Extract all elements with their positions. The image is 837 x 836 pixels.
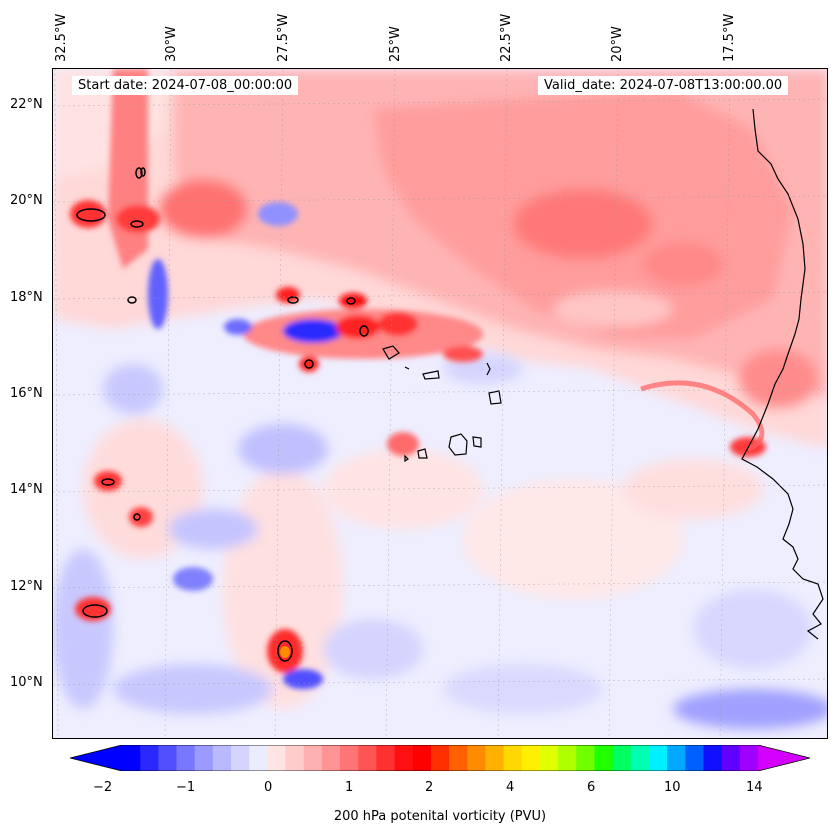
- colorbar-cell: [630, 745, 650, 771]
- colorbar-cell: [467, 745, 486, 771]
- colorbar-cell: [212, 745, 232, 771]
- colorbar-cell: [521, 745, 541, 771]
- colorbar-cell: [721, 745, 741, 771]
- colorbar-cell: [303, 745, 323, 771]
- colorbar-cell: [576, 745, 595, 771]
- colorbar-cell: [231, 745, 250, 771]
- colorbar-cell: [430, 745, 450, 771]
- graticule: [53, 69, 827, 738]
- colorbar-cell: [358, 745, 377, 771]
- colorbar-max-arrow: [758, 745, 810, 771]
- colorbar-cell: [612, 745, 632, 771]
- colorbar-tick: 0: [264, 780, 273, 795]
- colorbar-cell: [703, 745, 723, 771]
- pv-max-feature: [280, 646, 290, 658]
- coastline: [382, 108, 824, 640]
- colorbar-cell: [412, 745, 432, 771]
- pv-contour-lines: [76, 167, 369, 662]
- colorbar-tick: 1: [345, 780, 354, 795]
- colorbar-cell: [122, 745, 141, 771]
- map-panel[interactable]: [52, 68, 828, 739]
- colorbar-tick: −1: [176, 780, 196, 795]
- colorbar-cell: [140, 745, 159, 771]
- lon-label: 30°W: [164, 26, 179, 62]
- colorbar-cell: [249, 745, 268, 771]
- colorbar-cell: [594, 745, 614, 771]
- colorbar-cell: [503, 745, 523, 771]
- colorbar-cell: [340, 745, 359, 771]
- lat-label: 12°N: [10, 579, 43, 594]
- colorbar-tick: 4: [506, 780, 515, 795]
- colorbar-cell: [321, 745, 341, 771]
- lat-label: 22°N: [10, 97, 43, 112]
- lat-label: 10°N: [10, 675, 43, 690]
- colorbar-cell: [394, 745, 414, 771]
- colorbar-cell: [685, 745, 704, 771]
- lat-label: 16°N: [10, 386, 43, 401]
- colorbar-cell: [194, 745, 214, 771]
- colorbar-cell: [558, 745, 577, 771]
- colorbar-cell: [376, 745, 396, 771]
- lon-label: 32.5°W: [54, 13, 69, 62]
- colorbar-cell: [158, 745, 178, 771]
- start-date-label: Start date: 2024-07-08_00:00:00: [72, 76, 299, 95]
- pv-field-strong: [70, 69, 766, 689]
- colorbar-tick: 6: [587, 780, 596, 795]
- pv-field-south: [53, 354, 827, 729]
- pv-contour-map: [53, 69, 827, 738]
- colorbar-cell: [485, 745, 505, 771]
- colorbar-cell: [667, 745, 686, 771]
- lat-label: 14°N: [10, 482, 43, 497]
- colorbar-min-arrow: [70, 745, 122, 771]
- lat-label: 18°N: [10, 290, 43, 305]
- pv-field-broad: [53, 69, 827, 449]
- colorbar-cell: [176, 745, 196, 771]
- lon-label: 25°W: [388, 26, 403, 62]
- colorbar-cell: [539, 745, 559, 771]
- colorbar-tick: 10: [664, 780, 681, 795]
- valid-date-label: Valid_date: 2024-07-08T13:00:00.00: [538, 76, 789, 95]
- colorbar-cell: [285, 745, 305, 771]
- lon-label: 22.5°W: [499, 13, 514, 62]
- colorbar-cell: [267, 745, 287, 771]
- colorbar: [70, 745, 810, 771]
- colorbar-tick: −2: [93, 780, 113, 795]
- colorbar-tick: 2: [425, 780, 434, 795]
- colorbar-label: 200 hPa potenital vorticity (PVU): [333, 809, 547, 824]
- pv-filament: [640, 380, 765, 452]
- colorbar-cell: [449, 745, 468, 771]
- lat-label: 20°N: [10, 193, 43, 208]
- colorbar-tick: 14: [746, 780, 763, 795]
- colorbar-cell: [648, 745, 668, 771]
- lon-label: 20°W: [610, 26, 625, 62]
- lon-label: 27.5°W: [276, 13, 291, 62]
- colorbar-cell: [739, 745, 759, 771]
- lon-label: 17.5°W: [722, 13, 737, 62]
